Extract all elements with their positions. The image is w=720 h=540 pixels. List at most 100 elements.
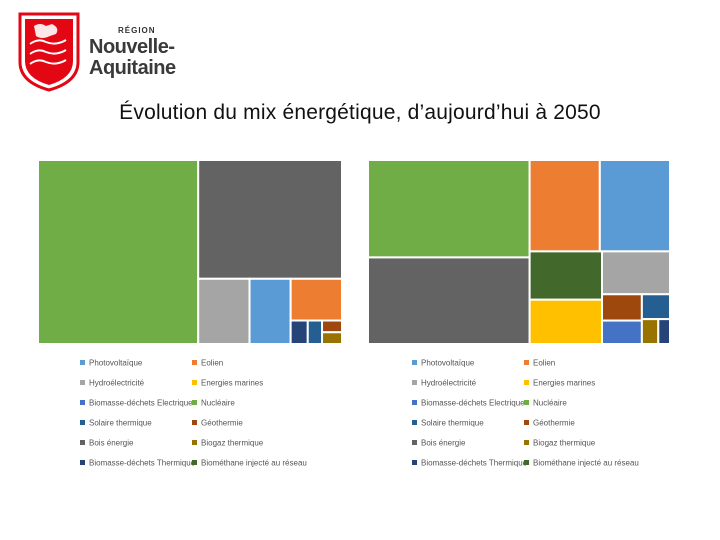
legend-item-biomasse-dechets-electrique: Biomasse-déchets Electrique <box>80 398 193 407</box>
treemap-cell-bois-energie <box>368 256 531 344</box>
legend-item-geothermie: Géothermie <box>192 418 243 427</box>
legend-swatch <box>80 420 85 426</box>
legend-swatch <box>524 400 529 406</box>
treemap-cell-biomasse-dechets-electrique <box>601 319 643 344</box>
legend-label: Biométhane injecté au réseau <box>533 458 639 468</box>
legend-item-geothermie: Géothermie <box>524 418 575 427</box>
legend-label: Biométhane injecté au réseau <box>201 458 307 468</box>
legend-item-biomasse-dechets-thermique: Biomasse-déchets Thermique <box>412 458 527 467</box>
legend-swatch <box>524 460 529 466</box>
legend-item-biomasse-dechets-thermique: Biomasse-déchets Thermique <box>80 458 195 467</box>
legend-item-biogaz-thermique: Biogaz thermique <box>192 438 263 447</box>
legend-label: Hydroélectricité <box>421 378 477 388</box>
treemap-cell-hydroelectricite <box>601 250 670 296</box>
legend-swatch <box>192 420 197 426</box>
treemap-cell-energies-marines <box>528 298 604 344</box>
legend-label: Géothermie <box>533 418 575 428</box>
legend-swatch <box>80 400 85 406</box>
treemap-cell-solaire-thermique <box>640 293 670 321</box>
legend-item-biomethane-injecte-au-reseau: Biométhane injecté au réseau <box>524 458 639 467</box>
legend-swatch <box>80 380 85 386</box>
legend-label: Biogaz thermique <box>533 438 596 448</box>
legend-label: Eolien <box>533 358 556 368</box>
legend-swatch <box>412 420 417 426</box>
treemap-2050 <box>368 160 670 344</box>
legend-swatch <box>412 460 417 466</box>
legend-label: Bois énergie <box>89 438 134 448</box>
legend-item-biomethane-injecte-au-reseau: Biométhane injecté au réseau <box>192 458 307 467</box>
treemap-cell-biomasse-dechets-thermique <box>289 319 309 344</box>
page-title: Évolution du mix énergétique, d’aujourd’… <box>119 101 601 124</box>
legend-swatch <box>80 360 85 366</box>
treemap-cell-solaire-thermique <box>306 319 324 344</box>
region-logo: RÉGION Nouvelle- Aquitaine <box>16 10 188 94</box>
legend-item-eolien: Eolien <box>524 358 555 367</box>
legend-item-solaire-thermique: Solaire thermique <box>412 418 484 427</box>
legend-swatch <box>412 380 417 386</box>
legend-swatch <box>192 360 197 366</box>
treemap-cell-biomasse-dechets-thermique <box>657 318 670 344</box>
logo-name-line1: Nouvelle- <box>89 36 175 58</box>
legend-item-solaire-thermique: Solaire thermique <box>80 418 152 427</box>
legend-swatch <box>524 440 529 446</box>
legend-swatch <box>80 440 85 446</box>
treemap-cell-biogaz-thermique <box>640 318 660 344</box>
legend-label: Photovoltaïque <box>421 358 475 368</box>
legend-label: Solaire thermique <box>421 418 484 428</box>
legend-swatch <box>192 440 197 446</box>
legend-item-photovoltaique: Photovoltaïque <box>412 358 474 367</box>
logo-name-line2: Aquitaine <box>89 57 176 79</box>
legend-item-hydroelectricite: Hydroélectricité <box>80 378 144 387</box>
legend-swatch <box>412 440 417 446</box>
legend-swatch <box>80 460 85 466</box>
treemap-2050-svg <box>368 160 670 344</box>
legend-item-hydroelectricite: Hydroélectricité <box>412 378 476 387</box>
legend-item-biomasse-dechets-electrique: Biomasse-déchets Electrique <box>412 398 525 407</box>
treemap-cell-nucleaire <box>38 160 200 344</box>
legend-label: Photovoltaïque <box>89 358 143 368</box>
lion-crest-icon <box>18 12 80 92</box>
treemap-cell-photovoltaique <box>598 160 670 253</box>
legend-label: Energies marines <box>533 378 596 388</box>
treemap-cell-geothermie <box>321 319 342 334</box>
treemap-cell-biomethane-injecte-au-reseau <box>528 250 604 301</box>
legend-item-bois-energie: Bois énergie <box>80 438 133 447</box>
treemap-today <box>38 160 342 344</box>
legend-today: Photovoltaïque Eolien Hydroélectricité Ener… <box>80 358 340 478</box>
legend-swatch <box>412 360 417 366</box>
legend-swatch <box>192 400 197 406</box>
legend-item-energies-marines: Energies marines <box>524 378 595 387</box>
legend-swatch <box>524 360 529 366</box>
legend-swatch <box>412 400 417 406</box>
legend-label: Nucléaire <box>533 398 567 408</box>
legend-item-photovoltaique: Photovoltaïque <box>80 358 142 367</box>
legend-label: Géothermie <box>201 418 243 428</box>
legend-item-biogaz-thermique: Biogaz thermique <box>524 438 595 447</box>
treemap-cell-photovoltaique <box>248 277 292 344</box>
treemap-cell-biogaz-thermique <box>321 331 342 344</box>
legend-swatch <box>192 460 197 466</box>
legend-item-bois-energie: Bois énergie <box>412 438 465 447</box>
legend-item-energies-marines: Energies marines <box>192 378 263 387</box>
legend-item-eolien: Eolien <box>192 358 223 367</box>
legend-label: Biomasse-déchets Thermique <box>421 458 528 468</box>
legend-label: Biogaz thermique <box>201 438 264 448</box>
treemap-cell-geothermie <box>601 293 643 322</box>
legend-label: Biomasse-déchets Thermique <box>89 458 196 468</box>
legend-swatch <box>192 380 197 386</box>
treemap-cell-eolien <box>289 277 342 322</box>
legend-item-nucleaire: Nucléaire <box>192 398 235 407</box>
logo-region-label: RÉGION <box>118 26 156 35</box>
legend-swatch <box>524 380 529 386</box>
legend-label: Biomasse-déchets Electrique <box>89 398 193 408</box>
legend-label: Eolien <box>201 358 224 368</box>
legend-label: Nucléaire <box>201 398 235 408</box>
legend-label: Hydroélectricité <box>89 378 145 388</box>
legend-label: Solaire thermique <box>89 418 152 428</box>
legend-label: Bois énergie <box>421 438 466 448</box>
legend-label: Biomasse-déchets Electrique <box>421 398 525 408</box>
legend-swatch <box>524 420 529 426</box>
treemap-cell-hydroelectricite <box>197 277 251 344</box>
treemap-today-svg <box>38 160 342 344</box>
legend-label: Energies marines <box>201 378 264 388</box>
